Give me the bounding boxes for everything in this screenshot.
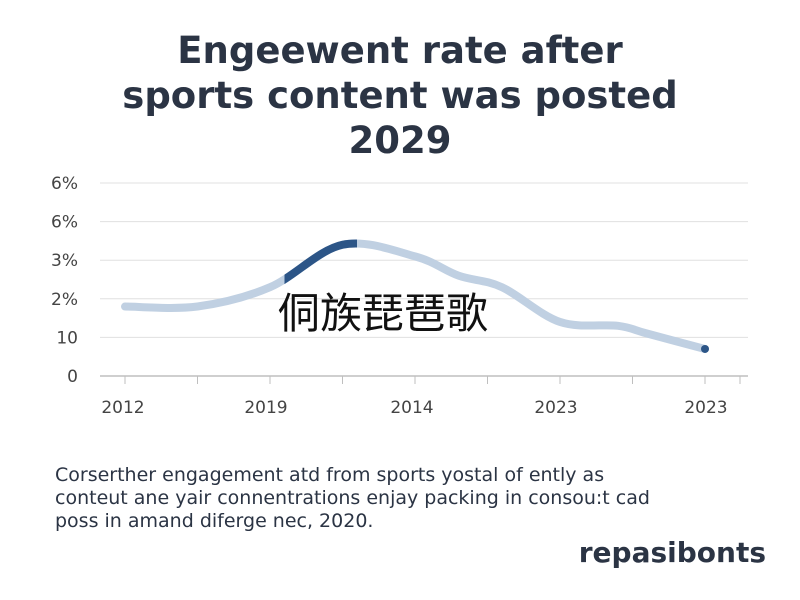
- x-tick-label: 2023: [684, 398, 727, 418]
- chart-caption: Corserther engagement atd from sports yo…: [55, 464, 775, 533]
- y-tick-label: 10: [56, 328, 78, 348]
- overlay-text: 侗族琵琶歌: [278, 289, 489, 338]
- y-tick-label: 6%: [51, 174, 78, 194]
- x-tick-label: 2019: [244, 398, 287, 418]
- series-line: [121, 239, 709, 353]
- caption-line-2: conteut ane yair connentrations enjay pa…: [55, 487, 650, 509]
- x-tick-label: 2014: [390, 398, 433, 418]
- y-tick-labels: 6% 6% 3% 2% 10 0: [51, 174, 78, 387]
- x-tick-label: 2023: [534, 398, 577, 418]
- y-tick-label: 0: [67, 367, 78, 387]
- y-tick-label: 6%: [51, 213, 78, 233]
- chart-title-line-3: 2029: [348, 119, 452, 162]
- y-tick-label: 3%: [51, 251, 78, 271]
- brand-logo-text: repasibonts: [578, 536, 766, 569]
- chart-title-line-2: sports content was posted: [122, 74, 678, 117]
- caption-line-1: Corserther engagement atd from sports yo…: [55, 464, 605, 486]
- x-tick-labels: 2012 2019 2014 2023 2023: [101, 398, 727, 418]
- grid-lines: [100, 182, 748, 338]
- x-axis: [100, 375, 748, 384]
- x-tick-label: 2012: [101, 398, 144, 418]
- chart-title: Engeewent rate after sports content was …: [0, 28, 800, 163]
- series-group: [121, 239, 709, 353]
- chart-title-line-1: Engeewent rate after: [177, 29, 623, 72]
- y-tick-label: 2%: [51, 290, 78, 310]
- caption-line-3: poss in amand diferge nec, 2020.: [55, 510, 374, 532]
- series-end-point: [701, 344, 709, 353]
